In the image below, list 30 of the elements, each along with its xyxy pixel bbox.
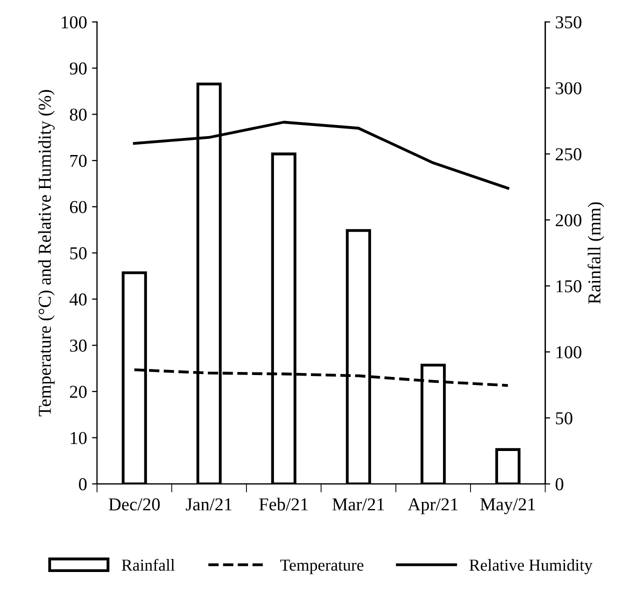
x-tick-label: Dec/20 [108, 498, 160, 510]
y-axis-title: Temperature (°C) and Relative Humidity (%) [38, 90, 55, 416]
y-tick-label: 50 [70, 247, 87, 260]
y2-tick-label: 200 [556, 214, 582, 226]
x-tick-label: Feb/21 [259, 498, 308, 510]
y-tick-label: 30 [70, 340, 87, 352]
y-tick-label: 40 [70, 293, 87, 306]
y-tick-label: 0 [78, 478, 87, 490]
y2-axis-title: Rainfall (mm) [588, 202, 604, 304]
y2-tick-label: 100 [556, 346, 582, 358]
y-tick-label: 10 [70, 432, 87, 444]
x-tick-label: Jan/21 [186, 498, 232, 510]
y-tick-label: 70 [70, 154, 87, 167]
y-tick-label: 80 [70, 108, 87, 121]
x-tick-label: Apr/21 [408, 498, 458, 514]
y2-tick-label: 300 [556, 82, 582, 94]
y2-tick-label: 50 [556, 412, 572, 424]
legend-label: Relative Humidity [469, 559, 593, 574]
x-tick-label: May/21 [480, 498, 535, 514]
y2-tick-label: 350 [556, 16, 582, 28]
y2-tick-label: 0 [556, 478, 564, 490]
legend-label: Rainfall [122, 558, 175, 571]
x-tick-label: Mar/21 [332, 498, 384, 510]
y-tick-label: 90 [70, 62, 87, 75]
y-tick-label: 20 [70, 386, 87, 398]
legend-label: Temperature [280, 560, 364, 574]
y-tick-label: 60 [70, 200, 87, 214]
y2-tick-label: 150 [556, 280, 582, 292]
y-tick-label: 100 [62, 16, 87, 28]
y2-tick-label: 250 [556, 148, 582, 160]
